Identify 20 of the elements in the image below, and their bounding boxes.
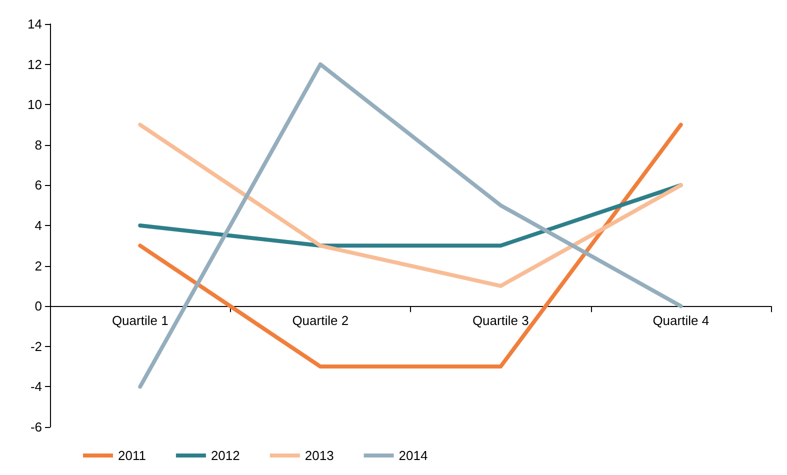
y-tick-label: 2 <box>34 258 42 274</box>
y-tick-label: 6 <box>34 178 42 193</box>
x-tick-label: Quartile 1 <box>112 313 168 328</box>
y-tick-label: -2 <box>30 338 42 354</box>
legend-label: 2014 <box>398 448 428 463</box>
y-tick-label: 8 <box>34 137 42 152</box>
x-tick-label: Quartile 2 <box>292 313 349 328</box>
y-tick-label: -6 <box>30 420 42 434</box>
legend-label: 2012 <box>210 448 240 463</box>
x-tick-label: Quartile 3 <box>472 313 529 328</box>
y-tick-label: 10 <box>28 97 42 112</box>
y-tick-label: 12 <box>28 56 42 72</box>
y-tick-label: 4 <box>34 218 42 233</box>
legend-label: 2013 <box>304 448 334 463</box>
line-series <box>138 122 683 288</box>
y-tick-label: 0 <box>34 298 42 314</box>
legend-label: 2011 <box>118 448 146 463</box>
y-tick-label: -4 <box>30 379 42 394</box>
x-tick-label: Quartile 4 <box>652 313 710 328</box>
y-tick-label: 14 <box>28 16 42 32</box>
